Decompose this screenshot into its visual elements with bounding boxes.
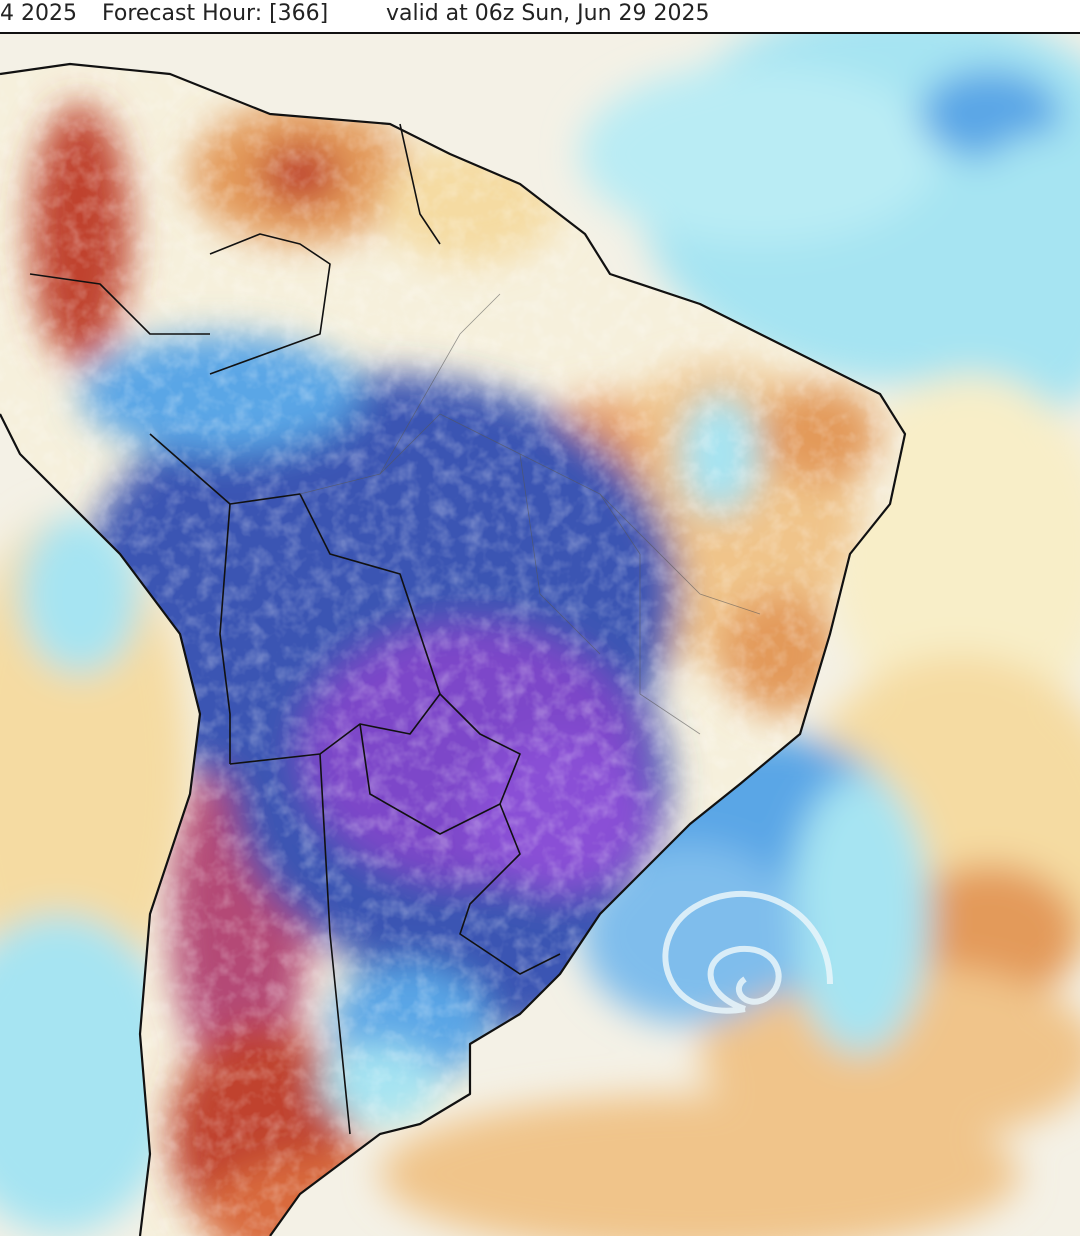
weather-map	[0, 34, 1080, 1236]
forecast-hour-label: Forecast Hour: [366]	[102, 1, 329, 26]
map-header: 4 2025 Forecast Hour: [366] valid at 06z…	[0, 0, 1080, 34]
cyclone-swirl	[662, 891, 833, 1014]
coastline-outline	[0, 62, 907, 1236]
state-borders	[299, 293, 761, 735]
run-date-fragment: 4 2025	[0, 1, 77, 26]
country-borders	[29, 123, 561, 1135]
valid-time-label: valid at 06z Sun, Jun 29 2025	[386, 1, 710, 26]
